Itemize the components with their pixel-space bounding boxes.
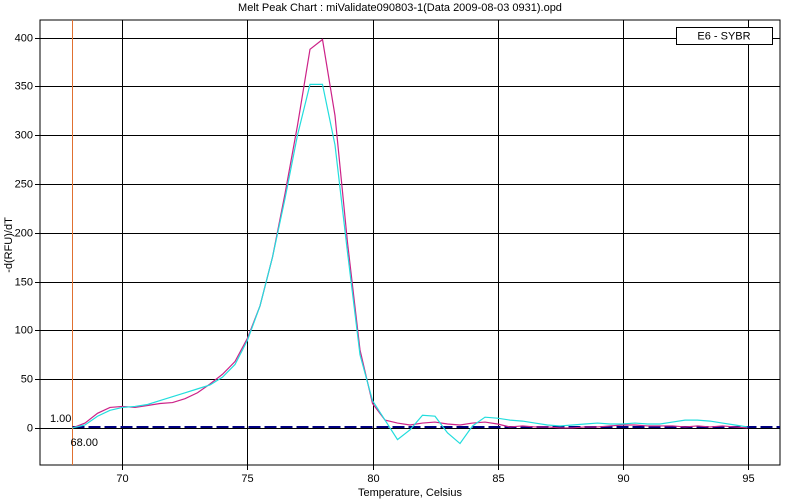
marker-label: 68.00 — [71, 437, 99, 449]
x-tick-label: 85 — [492, 473, 504, 485]
x-tick-label: 95 — [742, 473, 754, 485]
x-tick-label: 70 — [116, 473, 128, 485]
y-tick-label: 250 — [15, 178, 33, 190]
y-tick-label: 100 — [15, 324, 33, 336]
y-axis-label: -d(RFU)/dT — [3, 217, 15, 273]
x-tick-label: 90 — [617, 473, 629, 485]
y-tick-label: 350 — [15, 80, 33, 92]
y-tick-label: 200 — [15, 227, 33, 239]
plot-area — [39, 19, 781, 466]
y-tick-label: 300 — [15, 129, 33, 141]
x-tick-label: 75 — [241, 473, 253, 485]
x-tick-label: 80 — [367, 473, 379, 485]
series-line — [72, 38, 748, 429]
series-line — [72, 83, 748, 445]
legend-label: E6 - SYBR — [697, 30, 750, 42]
y-tick-label: 400 — [15, 32, 33, 44]
legend-box — [676, 27, 773, 45]
threshold-label: 1.00 — [50, 413, 71, 425]
y-tick-label: 0 — [27, 422, 33, 434]
x-axis-label: Temperature, Celsius — [358, 487, 462, 499]
y-tick-label: 150 — [15, 276, 33, 288]
y-tick-label: 50 — [21, 373, 33, 385]
chart-title: Melt Peak Chart : miValidate090803-1(Dat… — [238, 2, 562, 14]
